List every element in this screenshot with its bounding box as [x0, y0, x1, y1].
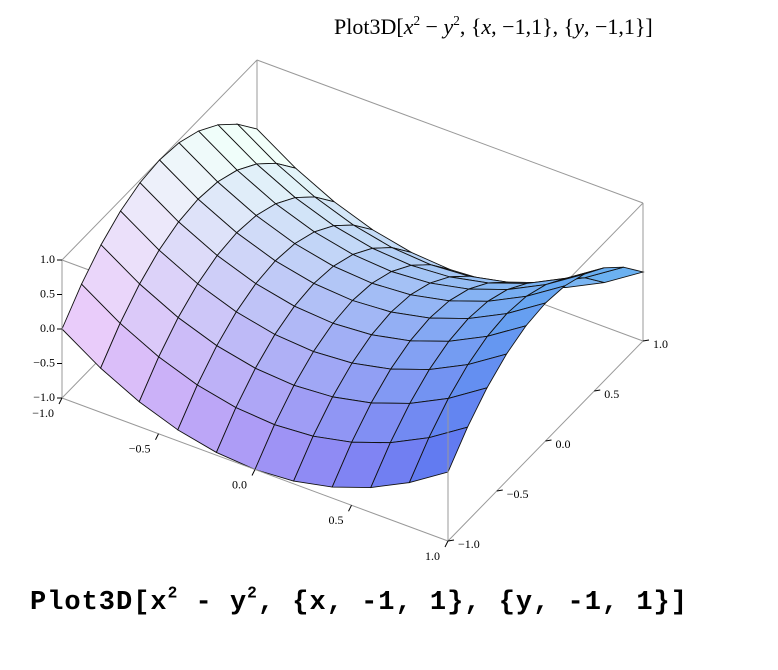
title-part: 2	[413, 12, 421, 28]
caption-part: Plot3D[x	[30, 588, 168, 618]
title-part: y	[574, 14, 584, 39]
z-tick-label: 1.0	[40, 252, 55, 266]
x-tick-label: 0.0	[232, 477, 247, 491]
x-tick	[155, 433, 159, 440]
plot-title: Plot3D[x2 − y2, {x, −1,1}, {y, −1,1}]	[334, 14, 653, 40]
title-part: , {	[459, 14, 482, 39]
y-tick-label: 1.0	[653, 337, 668, 351]
x-tick	[58, 397, 63, 405]
code-caption: Plot3D[x2 - y2, {x, -1, 1}, {y, -1, 1}]	[30, 584, 688, 618]
caption-part: 2	[247, 584, 258, 603]
y-tick	[447, 539, 455, 542]
title-part: 2	[453, 12, 460, 28]
y-tick	[496, 489, 503, 492]
y-tick-label: −1.0	[458, 537, 480, 551]
y-tick-label: 0.5	[604, 387, 619, 401]
caption-part: 2	[167, 584, 179, 603]
title-part: x	[481, 14, 492, 39]
x-tick-label: 0.5	[329, 513, 344, 527]
chart: −1.0 −0.5 0.0 0.5 1.0 −1.0 −0.5 0.0 0.5 1.0 −1.0 −0…	[32, 59, 668, 563]
title-part: x	[403, 14, 414, 39]
x-tick-label: 1.0	[425, 549, 440, 563]
y-tick	[594, 389, 601, 392]
z-tick-label: 0.5	[40, 286, 55, 300]
x-tick-label: −0.5	[129, 442, 151, 456]
z-tick-label: −0.5	[33, 355, 55, 369]
y-tick	[642, 339, 650, 342]
x-tick-label: −1.0	[32, 406, 54, 420]
title-part: Plot3D[	[334, 14, 404, 39]
y-tick	[545, 439, 552, 442]
title-part: −	[420, 14, 444, 39]
caption-part: , {x, -1, 1}, {y, -1, 1}]	[257, 588, 688, 618]
x-tick	[251, 469, 256, 476]
y-tick-label: −0.5	[507, 487, 529, 501]
y-tick-label: 0.0	[556, 437, 571, 451]
x-tick	[444, 540, 449, 548]
title-part: , −1,1}]	[583, 14, 653, 39]
title-part: y	[443, 14, 454, 39]
title-part: , −1,1}, {	[491, 14, 575, 39]
x-tick	[348, 505, 352, 512]
box-edge	[256, 59, 644, 204]
z-tick-label: −1.0	[33, 390, 55, 404]
z-tick-label: 0.0	[40, 321, 55, 335]
surface-patch	[408, 426, 469, 484]
caption-part: - y	[178, 588, 248, 618]
